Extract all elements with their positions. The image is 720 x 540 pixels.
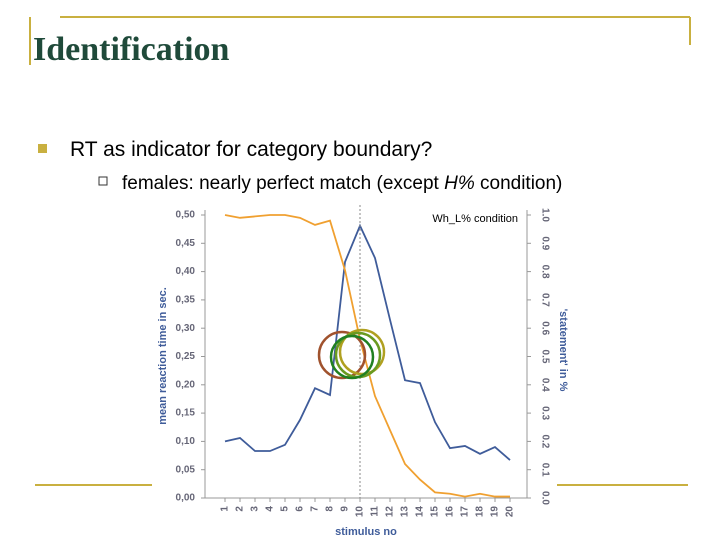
y2-axis-label: 'statement' in % (557, 309, 569, 392)
sub-bullet-text: females: nearly perfect match (except H%… (122, 173, 562, 194)
y-tick-label: 0,45 (176, 238, 196, 249)
x-tick-label: 4 (265, 506, 276, 512)
y-tick-label: 0,40 (176, 266, 196, 277)
y2-tick-label: 1.0 (539, 208, 550, 222)
x-axis-label: stimulus no (335, 526, 397, 538)
y2-tick-label: 0.8 (539, 265, 550, 279)
x-tick-label: 11 (370, 506, 381, 517)
y2-tick-label: 0.4 (539, 378, 550, 392)
chart-bg (152, 200, 557, 540)
y2-tick-label: 0.2 (539, 434, 550, 448)
highlight-circle (329, 334, 375, 380)
x-tick-label: 14 (415, 506, 426, 518)
y2-tick-label: 0.5 (539, 350, 550, 364)
x-tick-label: 6 (295, 506, 306, 512)
y2-tick-label: 0.3 (539, 406, 550, 420)
y-tick-label: 0,25 (176, 351, 196, 362)
x-tick-label: 3 (250, 506, 261, 512)
series-line (224, 223, 511, 461)
x-tick-label: 19 (490, 506, 501, 518)
series-line (224, 214, 510, 498)
x-tick-label: 16 (445, 506, 456, 518)
x-tick-label: 9 (340, 506, 351, 512)
y2-tick-label: 0.9 (539, 236, 550, 250)
x-tick-label: 10 (355, 506, 366, 518)
y-tick-label: 0,05 (176, 464, 196, 475)
text: females: nearly perfect match (except (122, 173, 444, 194)
text: H% (444, 173, 475, 194)
x-tick-label: 7 (310, 506, 321, 512)
x-tick-label: 2 (235, 506, 246, 512)
highlight-circle (317, 330, 367, 380)
y-tick-label: 0,35 (176, 295, 196, 306)
y-tick-label: 0,30 (176, 323, 196, 334)
x-tick-label: 8 (325, 506, 336, 512)
slide-title: Identification (33, 31, 230, 68)
text: condition) (475, 173, 563, 194)
y2-tick-label: 0.6 (539, 321, 550, 335)
x-tick-label: 18 (475, 506, 486, 518)
x-tick-label: 20 (505, 506, 516, 518)
y2-tick-label: 0.1 (539, 463, 550, 477)
y-tick-label: 0,50 (176, 210, 196, 221)
y-tick-label: 0,00 (176, 493, 196, 504)
y2-tick-label: 0.0 (539, 491, 550, 505)
annotation: Wh_L% condition (432, 213, 518, 225)
highlight-circle (338, 328, 386, 376)
bullet-text: RT as indicator for category boundary? (70, 138, 432, 161)
y-tick-label: 0,15 (176, 408, 196, 419)
sub-bullet (98, 176, 108, 186)
y-tick-label: 0,10 (176, 436, 196, 447)
y2-tick-label: 0.7 (539, 293, 550, 307)
y-axis-label: mean reaction time in sec. (157, 287, 169, 425)
x-tick-label: 1 (220, 506, 231, 512)
bullet (38, 144, 47, 153)
x-tick-label: 13 (400, 506, 411, 518)
x-tick-label: 17 (460, 506, 471, 518)
x-tick-label: 15 (430, 506, 441, 518)
y-tick-label: 0,20 (176, 379, 196, 390)
x-tick-label: 5 (280, 506, 291, 512)
chart: 0,00 0,05 0,10 0,15 0,20 0,25 0,30 0,35 0,40 0,45… (157, 208, 569, 538)
x-tick-label: 12 (385, 506, 396, 518)
